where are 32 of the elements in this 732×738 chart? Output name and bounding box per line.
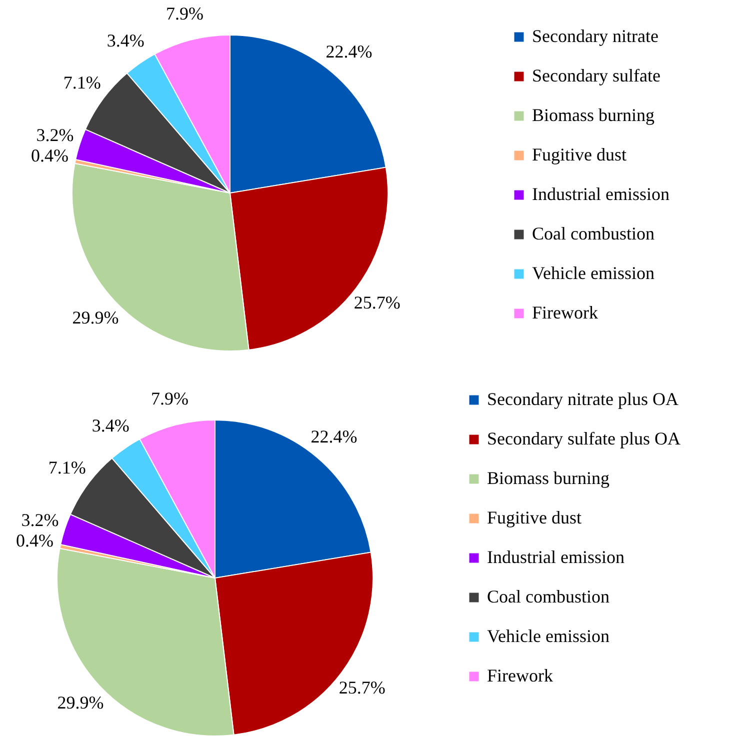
- data-label: 3.4%: [106, 30, 144, 50]
- legend-label: Secondary nitrate: [532, 26, 658, 46]
- legend-label: Secondary sulfate plus OA: [487, 428, 680, 448]
- data-label: 22.4%: [310, 426, 358, 447]
- legend-label: Firework: [532, 302, 598, 322]
- legend-label: Fugitive dust: [487, 508, 582, 528]
- data-label: 7.1%: [48, 457, 86, 478]
- data-label: 22.4%: [326, 42, 372, 62]
- data-label: 25.7%: [354, 292, 400, 312]
- data-label: 7.1%: [63, 72, 101, 92]
- legend-label: Industrial emission: [532, 184, 670, 204]
- data-label: 3.4%: [92, 415, 130, 436]
- legend-label: Secondary nitrate plus OA: [487, 389, 678, 409]
- data-label: 7.9%: [166, 4, 204, 24]
- legend-label: Industrial emission: [487, 547, 624, 567]
- legend-label: Vehicle emission: [532, 263, 654, 283]
- data-label: 25.7%: [338, 677, 386, 698]
- legend-label: Coal combustion: [487, 586, 610, 606]
- data-label: 29.9%: [72, 308, 119, 328]
- data-label: 29.9%: [57, 692, 104, 713]
- data-label: 0.4%: [16, 530, 54, 550]
- legend-label: Vehicle emission: [487, 626, 610, 646]
- legend-label: Fugitive dust: [532, 144, 627, 164]
- legend-label: Firework: [487, 666, 553, 686]
- data-label: 3.2%: [36, 125, 74, 146]
- legend-label: Secondary sulfate: [532, 66, 660, 86]
- legend-label: Biomass burning: [532, 105, 655, 125]
- data-label: 0.4%: [30, 145, 68, 166]
- legend-label: Coal combustion: [532, 224, 654, 244]
- legend-label: Biomass burning: [487, 468, 610, 488]
- data-label: 3.2%: [21, 510, 59, 530]
- data-label: 7.9%: [151, 388, 189, 409]
